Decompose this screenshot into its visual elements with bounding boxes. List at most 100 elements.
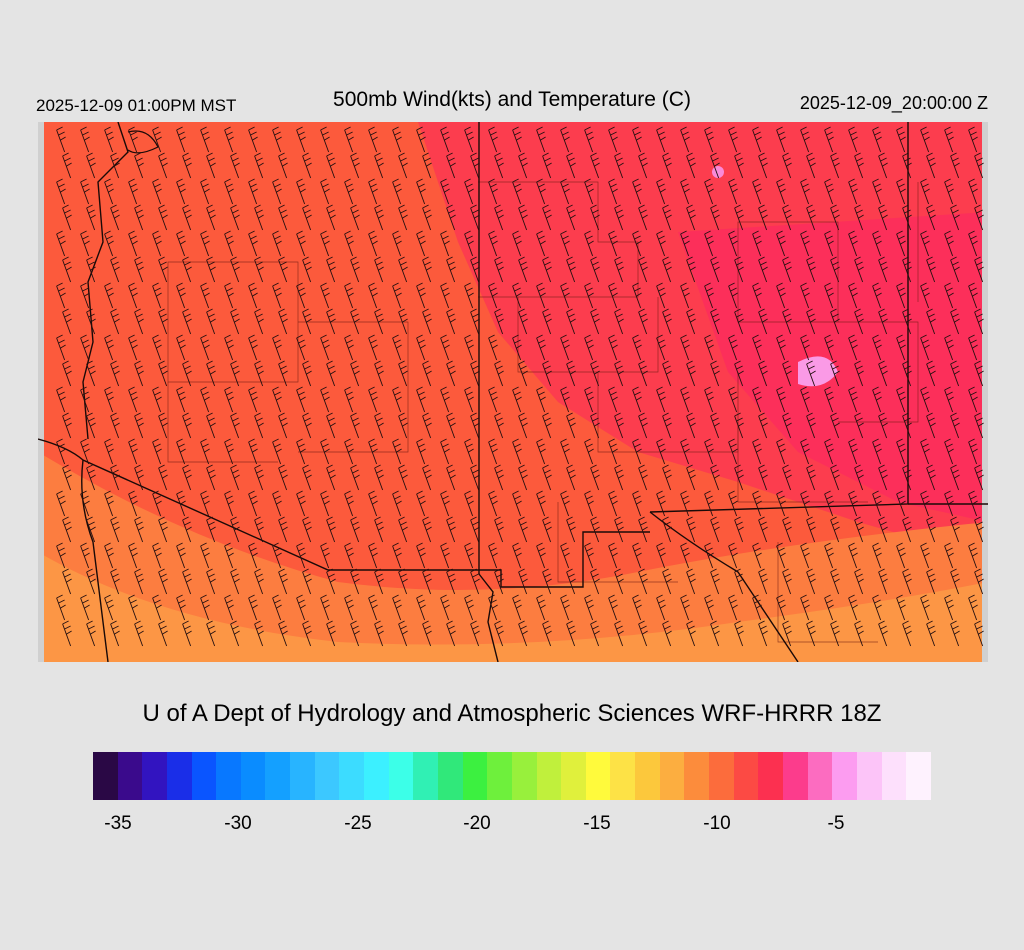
wind-barb bbox=[374, 464, 384, 491]
wind-barb bbox=[488, 230, 498, 257]
wind-barb bbox=[944, 542, 954, 569]
wind-barb bbox=[734, 568, 744, 595]
wind-barb bbox=[278, 568, 288, 595]
wind-barb bbox=[230, 412, 240, 439]
wind-barb bbox=[752, 282, 762, 309]
wind-barb bbox=[662, 620, 672, 647]
wind-barb bbox=[344, 386, 354, 413]
wind-barb bbox=[350, 152, 360, 179]
wind-barb bbox=[686, 360, 696, 387]
wind-barb bbox=[272, 334, 282, 361]
wind-barb bbox=[512, 542, 522, 569]
wind-barb bbox=[86, 568, 96, 595]
wind-barb bbox=[464, 282, 474, 309]
wind-barb bbox=[278, 152, 288, 179]
wind-barb bbox=[560, 334, 570, 361]
wind-barb bbox=[638, 360, 648, 387]
wind-barb bbox=[590, 256, 600, 283]
wind-barb bbox=[128, 438, 138, 465]
wind-barb bbox=[734, 204, 744, 231]
wind-barb bbox=[278, 412, 288, 439]
wind-barb bbox=[974, 412, 984, 439]
wind-barb bbox=[56, 594, 66, 621]
wind-barb bbox=[680, 594, 690, 621]
wind-barb bbox=[80, 594, 90, 621]
wind-barb bbox=[560, 594, 570, 621]
wind-barb bbox=[344, 126, 354, 153]
wind-barb bbox=[608, 386, 618, 413]
wind-barb bbox=[494, 412, 504, 439]
wind-barb bbox=[398, 204, 408, 231]
wind-barb bbox=[494, 620, 504, 647]
wind-barb bbox=[848, 178, 858, 205]
wind-barb bbox=[488, 282, 498, 309]
wind-barb bbox=[752, 230, 762, 257]
wind-barb bbox=[446, 516, 456, 543]
wind-barb bbox=[110, 412, 120, 439]
wind-barb bbox=[224, 386, 234, 413]
wind-barb bbox=[110, 620, 120, 647]
wind-barb bbox=[926, 620, 936, 647]
colorbar-swatch bbox=[684, 752, 710, 800]
wind-barb bbox=[710, 360, 720, 387]
wind-barb bbox=[566, 360, 576, 387]
wind-barb bbox=[440, 386, 450, 413]
wind-barb bbox=[830, 464, 840, 491]
wind-barb bbox=[590, 464, 600, 491]
wind-barb bbox=[968, 126, 978, 153]
wind-barb bbox=[536, 126, 546, 153]
wind-barb bbox=[134, 308, 144, 335]
wind-barb bbox=[536, 282, 546, 309]
wind-barb bbox=[200, 282, 210, 309]
wind-barb bbox=[368, 594, 378, 621]
wind-barb bbox=[608, 126, 618, 153]
wind-barb bbox=[344, 594, 354, 621]
wind-barb bbox=[800, 230, 810, 257]
wind-barb bbox=[134, 204, 144, 231]
wind-barb bbox=[566, 204, 576, 231]
wind-barb bbox=[704, 386, 714, 413]
wind-barb bbox=[806, 256, 816, 283]
wind-barb bbox=[518, 620, 528, 647]
wind-barb bbox=[344, 230, 354, 257]
wind-barb bbox=[896, 438, 906, 465]
wind-barb bbox=[176, 542, 186, 569]
wind-barb bbox=[56, 126, 66, 153]
wind-barb bbox=[464, 438, 474, 465]
wind-barb bbox=[896, 178, 906, 205]
wind-barb bbox=[680, 126, 690, 153]
wind-barb bbox=[566, 516, 576, 543]
wind-barb bbox=[800, 490, 810, 517]
wind-barb bbox=[662, 360, 672, 387]
wind-barb bbox=[110, 568, 120, 595]
wind-barb bbox=[542, 620, 552, 647]
wind-barb bbox=[710, 620, 720, 647]
wind-barb bbox=[830, 256, 840, 283]
colorbar-swatch bbox=[856, 752, 882, 800]
wind-barb bbox=[128, 594, 138, 621]
wind-barb bbox=[464, 386, 474, 413]
wind-barb bbox=[536, 594, 546, 621]
colorbar-swatch bbox=[216, 752, 241, 800]
wind-barb bbox=[86, 360, 96, 387]
wind-barb bbox=[398, 568, 408, 595]
wind-barb bbox=[512, 126, 522, 153]
wind-barb bbox=[656, 594, 666, 621]
wind-barb bbox=[62, 516, 72, 543]
wind-barb bbox=[974, 464, 984, 491]
wind-barb bbox=[854, 620, 864, 647]
wind-barb bbox=[638, 620, 648, 647]
wind-barb bbox=[518, 360, 528, 387]
wind-barb bbox=[584, 490, 594, 517]
wind-barb bbox=[728, 230, 738, 257]
wind-barb bbox=[584, 542, 594, 569]
wind-barb bbox=[206, 412, 216, 439]
wind-barb bbox=[110, 204, 120, 231]
wind-barb bbox=[350, 204, 360, 231]
wind-barb bbox=[638, 516, 648, 543]
wind-barb bbox=[296, 230, 306, 257]
wind-barb bbox=[608, 230, 618, 257]
wind-barb bbox=[560, 126, 570, 153]
wind-barb bbox=[590, 360, 600, 387]
wind-barb bbox=[920, 490, 930, 517]
